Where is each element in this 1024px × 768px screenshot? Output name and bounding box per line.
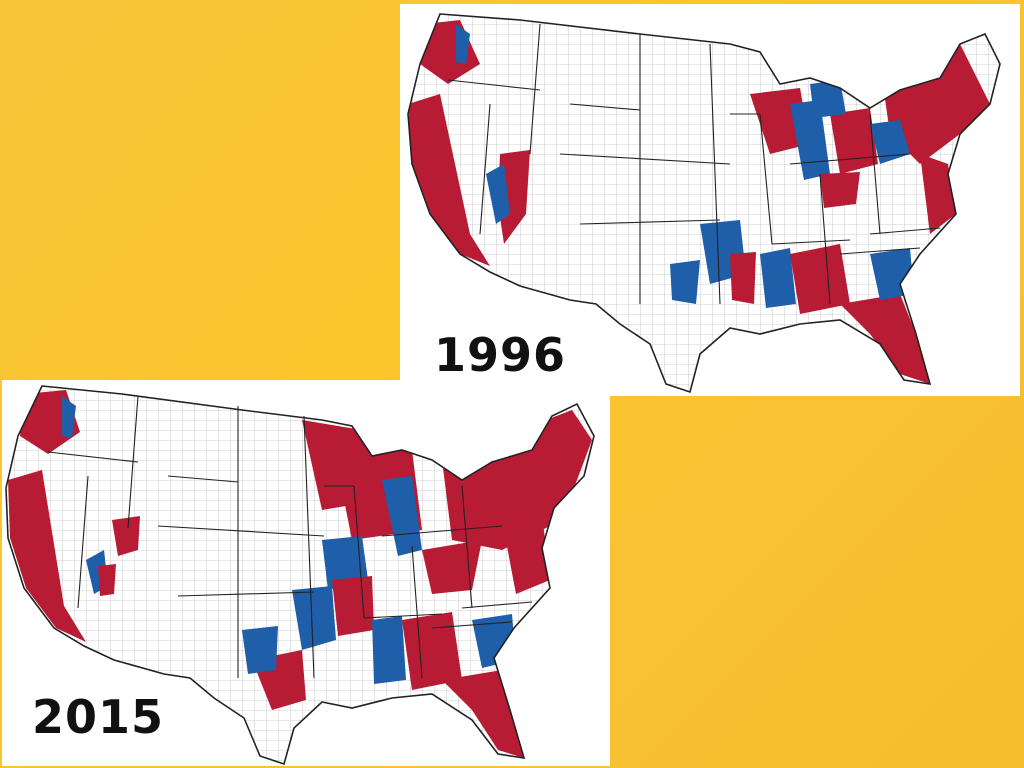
republican-region <box>790 244 850 314</box>
democrat-region <box>670 260 700 304</box>
republican-region <box>98 564 116 596</box>
democrat-region <box>790 100 830 180</box>
year-label: 1996 <box>434 328 567 382</box>
map-panel-2015: 2015 <box>2 380 610 766</box>
republican-region <box>840 294 930 384</box>
republican-region <box>730 252 756 304</box>
democrat-region <box>292 586 336 650</box>
republican-region <box>498 150 530 244</box>
democrat-region <box>62 396 76 438</box>
map-panel-1996: 1996 <box>400 4 1020 396</box>
republican-region <box>402 612 462 690</box>
republican-region <box>8 470 86 642</box>
republican-region <box>502 514 550 594</box>
year-label: 2015 <box>32 690 165 744</box>
democrat-region <box>456 24 470 64</box>
democrat-region <box>760 248 796 308</box>
democrat-region <box>322 536 368 590</box>
republican-region <box>442 670 524 758</box>
state-borders-2015 <box>47 395 533 679</box>
state-borders-1996 <box>447 23 941 305</box>
republican-region <box>820 172 860 208</box>
republican-region <box>920 154 956 234</box>
republican-region <box>112 516 140 556</box>
us-county-map-2015 <box>5 385 595 766</box>
democrat-region <box>486 164 510 224</box>
democrat-region <box>382 476 422 556</box>
democrat-region <box>372 616 406 684</box>
democrat-region <box>242 626 278 674</box>
republican-region <box>408 94 490 266</box>
republican-region <box>332 576 374 636</box>
democrat-region <box>810 80 846 118</box>
us-county-map-1996 <box>407 13 1001 394</box>
democrat-region <box>870 120 910 164</box>
